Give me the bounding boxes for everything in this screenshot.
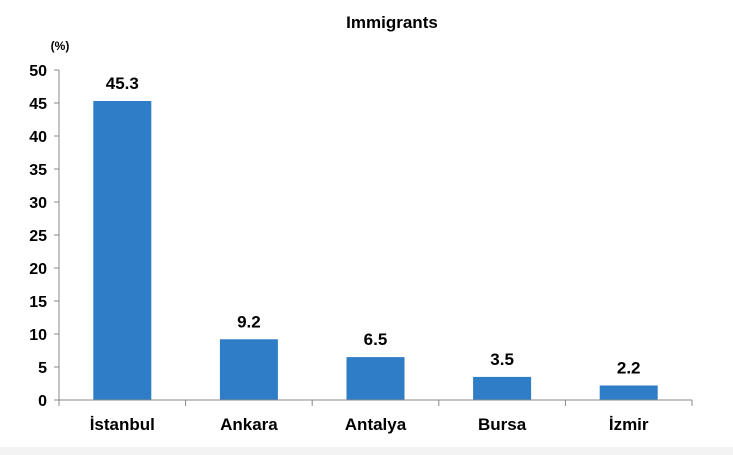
y-tick-label: 50 <box>29 63 47 80</box>
y-axis-label: (%) <box>51 39 70 53</box>
y-tick-label: 30 <box>29 195 47 212</box>
data-labels: 45.3 9.2 6.5 3.5 2.2 <box>106 74 641 377</box>
y-tick-label: 25 <box>29 228 47 245</box>
y-tick-label: 0 <box>38 393 47 410</box>
category-label-1: Ankara <box>220 415 278 434</box>
bar-0 <box>93 101 152 401</box>
y-tick-label: 10 <box>29 327 47 344</box>
bar-3 <box>473 376 532 400</box>
bar-1 <box>219 339 278 400</box>
y-tick-label: 20 <box>29 261 47 278</box>
category-label-3: Bursa <box>478 415 527 434</box>
bar-2 <box>346 357 405 400</box>
category-label-4: İzmir <box>609 415 649 434</box>
data-label-2: 6.5 <box>364 330 388 349</box>
data-label-0: 45.3 <box>106 74 139 93</box>
y-tick-label: 45 <box>29 96 47 113</box>
category-label-0: İstanbul <box>90 415 155 434</box>
y-tick-label: 15 <box>29 294 47 311</box>
data-label-3: 3.5 <box>490 350 514 369</box>
data-label-1: 9.2 <box>237 312 261 331</box>
category-label-2: Antalya <box>345 415 407 434</box>
y-tick-label: 5 <box>38 360 47 377</box>
x-axis-ticks: İstanbul Ankara Antalya Bursa İzmir <box>58 400 693 434</box>
y-axis-ticks: 0 5 10 15 20 25 30 35 40 45 50 <box>29 63 59 410</box>
footer-band <box>0 447 733 455</box>
y-tick-label: 35 <box>29 162 47 179</box>
bars <box>93 101 658 401</box>
chart-title: Immigrants <box>346 13 438 32</box>
y-tick-label: 40 <box>29 129 47 146</box>
data-label-4: 2.2 <box>617 358 641 377</box>
bar-4 <box>599 385 658 400</box>
